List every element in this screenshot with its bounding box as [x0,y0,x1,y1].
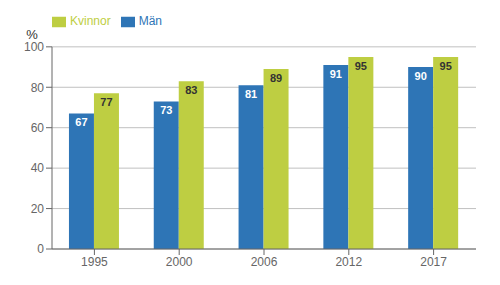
html-text:Kvinnor: Kvinnor [70,14,111,28]
svg-text:100: 100 [24,40,44,54]
svg-text:95: 95 [440,60,452,72]
svg-text:%: % [26,27,38,42]
svg-text:67: 67 [75,116,87,128]
svg-text:2012: 2012 [335,255,362,269]
svg-text:2006: 2006 [251,255,278,269]
svg-text:77: 77 [100,96,112,108]
svg-text:73: 73 [160,104,172,116]
svg-text:2000: 2000 [166,255,193,269]
svg-text:89: 89 [270,72,282,84]
svg-text:0: 0 [37,242,44,256]
svg-text:20: 20 [31,202,45,216]
svg-text:91: 91 [330,68,342,80]
svg-text:60: 60 [31,121,45,135]
svg-text:80: 80 [31,81,45,95]
svg-text:40: 40 [31,161,45,175]
svg-text:90: 90 [415,70,427,82]
svg-text:83: 83 [185,84,197,96]
svg-text:1995: 1995 [81,255,108,269]
svg-text:81: 81 [245,88,257,100]
svg-text:95: 95 [355,60,367,72]
html-text:Män: Män [138,14,162,28]
svg-text:2017: 2017 [420,255,447,269]
